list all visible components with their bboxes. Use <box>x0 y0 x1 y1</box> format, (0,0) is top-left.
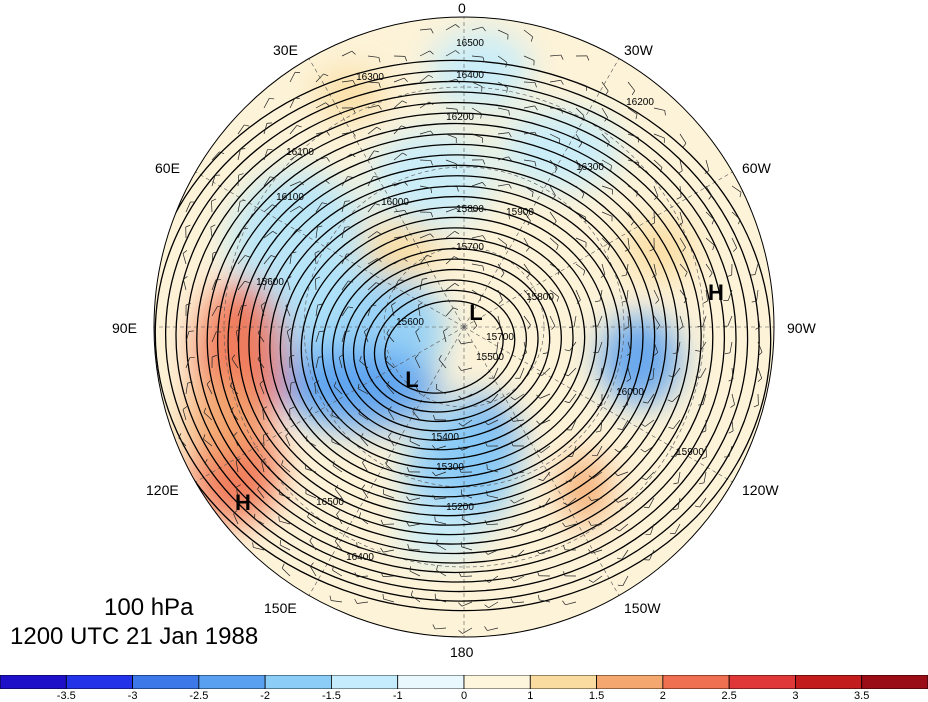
colorbar-tick-label: 2 <box>659 690 666 702</box>
contour-label: 15600 <box>396 317 424 328</box>
datetime-title: 1200 UTC 21 Jan 1988 <box>10 623 259 650</box>
colorbar-swatch <box>861 675 928 689</box>
colorbar-swatch <box>132 675 200 689</box>
map-border <box>153 16 775 638</box>
longitude-label-30w: 30W <box>624 42 653 58</box>
pressure-centers: L L H H <box>235 280 724 515</box>
colorbar-tick-label: -3 <box>127 690 138 702</box>
colorbar-tick-label: 2.5 <box>721 690 737 702</box>
longitude-label-60w: 60W <box>742 160 771 176</box>
colorbar-swatch <box>264 675 332 689</box>
colorbar-swatch <box>728 675 796 689</box>
colorbar <box>0 675 928 689</box>
contour-label: 16400 <box>456 70 484 81</box>
colorbar-swatch <box>596 675 664 689</box>
high-center-label: H <box>708 280 724 305</box>
colorbar-swatch <box>0 675 67 689</box>
contour-label: 16000 <box>381 197 409 208</box>
wind-barbs <box>178 24 763 634</box>
contour-label: 15900 <box>676 447 704 458</box>
colorbar-swatch <box>795 675 863 689</box>
contour-label: 15900 <box>506 207 534 218</box>
contour-label: 15800 <box>456 204 484 215</box>
colorbar-tick-label: -3.5 <box>56 690 76 702</box>
contour-label: 16400 <box>346 552 374 563</box>
colorbar-tick-label: 1 <box>527 690 534 702</box>
low-center-label: L <box>405 367 418 392</box>
colorbar-tick-label: 3.5 <box>854 690 870 702</box>
contour-label: 15700 <box>456 242 484 253</box>
contour-labels: 16500 16400 16300 16200 16100 16000 15900 15800… <box>256 38 704 563</box>
colorbar-tick-label: -2 <box>260 690 271 702</box>
colorbar-swatch <box>463 675 531 689</box>
colorbar-swatch <box>529 675 597 689</box>
colorbar-tick-label: -1.5 <box>321 690 341 702</box>
colorbar-tick-label: 1.5 <box>588 690 605 702</box>
colorbar-tick-label: 0 <box>460 690 468 702</box>
high-center-label: H <box>235 490 251 515</box>
colorbar-tick-label: -2.5 <box>189 690 209 702</box>
contour-label: 15700 <box>486 332 514 343</box>
contour-label: 16500 <box>456 38 484 49</box>
longitude-label-180: 180 <box>450 644 474 660</box>
contour-label: 15800 <box>526 292 554 303</box>
colorbar-tick-label: 3 <box>792 690 799 702</box>
colorbar-swatch <box>397 675 465 689</box>
contour-label: 16300 <box>356 72 384 83</box>
contour-label: 16100 <box>286 147 314 158</box>
colorbar-swatch <box>331 675 399 689</box>
low-center-label: L <box>469 300 482 325</box>
colorbar-tick-label: -1 <box>392 690 403 702</box>
longitude-label-120w: 120W <box>742 482 779 498</box>
pressure-level-title: 100 hPa <box>104 594 194 621</box>
contour-label: 16100 <box>276 192 304 203</box>
contour-label: 15400 <box>431 432 459 443</box>
contour-label: 16000 <box>616 387 644 398</box>
contour-label: 16200 <box>446 112 474 123</box>
colorbar-swatch <box>198 675 266 689</box>
contour-label: 15600 <box>256 277 284 288</box>
longitude-label-120e: 120E <box>146 482 179 498</box>
longitude-label-30e: 30E <box>273 42 298 58</box>
longitude-label-90w: 90W <box>787 320 816 336</box>
polar-stereographic-map: 16500 16400 16300 16200 16100 16000 15900 15800… <box>153 16 775 638</box>
longitude-label-0: 0 <box>458 0 466 16</box>
colorbar-swatch <box>65 675 133 689</box>
contour-label: 16200 <box>626 97 654 108</box>
contour-label: 15200 <box>446 502 474 513</box>
longitude-label-150e: 150E <box>264 600 297 616</box>
contour-label: 15300 <box>436 462 464 473</box>
height-contours <box>154 59 772 612</box>
longitude-label-150w: 150W <box>624 600 661 616</box>
longitude-label-90e: 90E <box>112 320 137 336</box>
longitude-label-60e: 60E <box>155 160 180 176</box>
contour-label: 16300 <box>576 162 604 173</box>
contour-label: 16500 <box>316 497 344 508</box>
contour-label: 15500 <box>476 352 504 363</box>
colorbar-swatch <box>662 675 730 689</box>
